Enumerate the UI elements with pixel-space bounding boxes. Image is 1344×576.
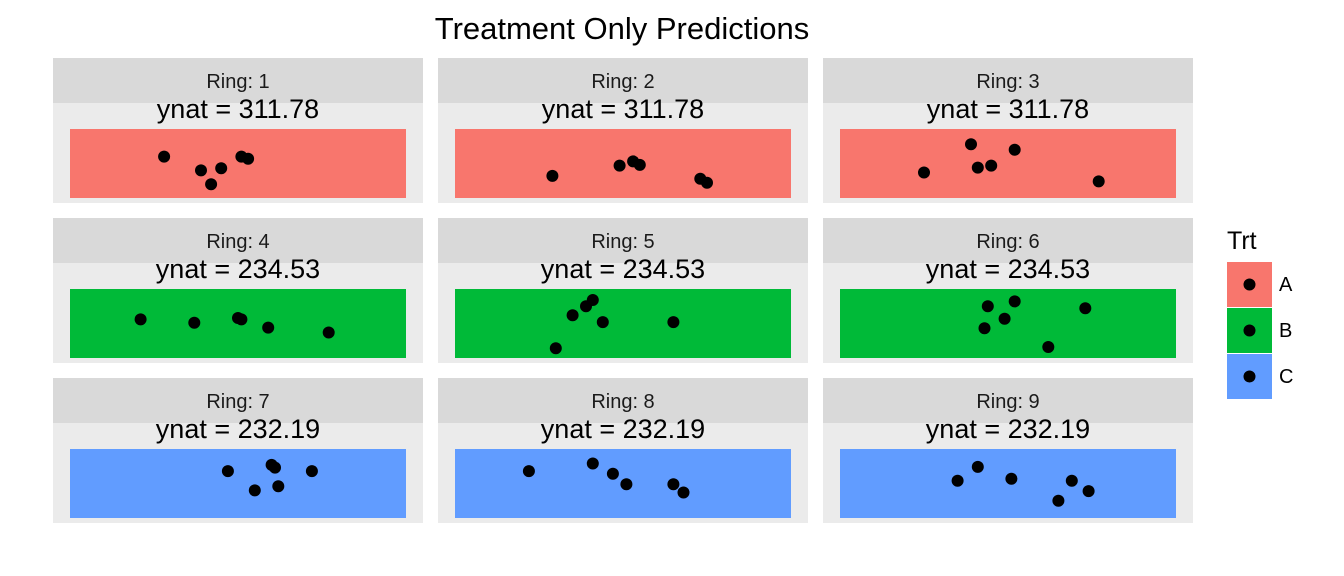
facet-strip	[823, 58, 1193, 103]
data-point	[633, 158, 646, 171]
prediction-annotation: ynat = 232.19	[541, 414, 705, 444]
facet-strip	[823, 378, 1193, 423]
facet-strip	[53, 58, 423, 103]
data-point	[620, 478, 633, 491]
data-point	[522, 465, 535, 478]
data-point	[305, 465, 318, 478]
treatment-band-C	[70, 449, 406, 518]
data-point	[1052, 494, 1065, 507]
prediction-annotation: ynat = 232.19	[926, 414, 1090, 444]
data-point	[981, 300, 994, 313]
data-point	[1065, 474, 1078, 487]
legend-title: Trt	[1227, 227, 1257, 255]
data-point	[998, 312, 1011, 325]
data-point	[586, 294, 599, 306]
legend-key-point	[1243, 278, 1256, 291]
prediction-annotation: ynat = 234.53	[541, 254, 705, 284]
legend-key-point	[1243, 370, 1256, 383]
data-point	[918, 166, 930, 179]
legend-label-B: B	[1279, 320, 1292, 342]
prediction-annotation: ynat = 234.53	[926, 254, 1090, 284]
facet-strip-label: Ring: 4	[206, 231, 269, 253]
facet-strip-label: Ring: 8	[591, 391, 654, 413]
data-point	[269, 461, 281, 474]
facet-strip	[53, 378, 423, 423]
data-point	[701, 176, 713, 189]
legend-key-point	[1243, 324, 1256, 337]
facet-strip-label: Ring: 3	[976, 71, 1039, 93]
data-point	[188, 316, 201, 329]
data-point	[1092, 175, 1105, 188]
legend-label-C: C	[1279, 366, 1293, 388]
data-point	[134, 313, 147, 326]
facet-strip-label: Ring: 1	[206, 71, 269, 93]
facet-strip	[53, 218, 423, 263]
data-point	[205, 178, 218, 191]
facet-strip-label: Ring: 7	[206, 391, 269, 413]
data-point	[158, 150, 171, 163]
data-point	[1079, 302, 1092, 315]
facet-strip	[438, 378, 808, 423]
data-point	[677, 486, 690, 499]
data-point	[549, 342, 562, 355]
data-point	[1008, 143, 1021, 156]
data-point	[195, 164, 207, 177]
data-point	[1008, 295, 1021, 308]
prediction-annotation: ynat = 311.78	[927, 94, 1089, 124]
data-point	[242, 152, 255, 165]
data-point	[262, 321, 275, 334]
data-point	[951, 474, 964, 487]
data-point	[322, 326, 335, 339]
data-point	[215, 162, 228, 175]
data-point	[272, 480, 285, 493]
data-point	[566, 309, 579, 322]
data-point	[667, 478, 680, 491]
prediction-annotation: ynat = 311.78	[542, 94, 704, 124]
data-point	[613, 159, 626, 172]
data-point	[978, 322, 991, 335]
data-point	[971, 161, 984, 174]
treatment-band-A	[840, 129, 1176, 198]
data-point	[606, 467, 619, 480]
data-point	[596, 316, 609, 329]
data-point	[985, 159, 998, 172]
data-point	[1042, 341, 1055, 353]
data-point	[1082, 485, 1095, 498]
prediction-annotation: ynat = 234.53	[156, 254, 320, 284]
data-point	[546, 169, 559, 182]
facet-strip-label: Ring: 2	[591, 71, 654, 93]
treatment-band-B	[455, 289, 791, 358]
data-point	[965, 138, 977, 151]
data-point	[586, 457, 599, 470]
prediction-annotation: ynat = 232.19	[156, 414, 320, 444]
legend: Trt A B C	[1227, 227, 1293, 399]
data-point	[1005, 472, 1018, 485]
treatment-band-A	[70, 129, 406, 198]
facet-strip-label: Ring: 6	[976, 231, 1039, 253]
facet-strip	[823, 218, 1193, 263]
data-point	[667, 316, 680, 329]
data-point	[221, 465, 234, 478]
legend-label-A: A	[1279, 274, 1293, 296]
data-point	[248, 484, 261, 497]
chart-title: Treatment Only Predictions	[435, 11, 809, 46]
facet-strip-label: Ring: 9	[976, 391, 1039, 413]
facet-strip-label: Ring: 5	[591, 231, 654, 253]
data-point	[971, 460, 984, 473]
facet-strip	[438, 218, 808, 263]
prediction-annotation: ynat = 311.78	[157, 94, 319, 124]
data-point	[235, 313, 248, 326]
facet-strip	[438, 58, 808, 103]
